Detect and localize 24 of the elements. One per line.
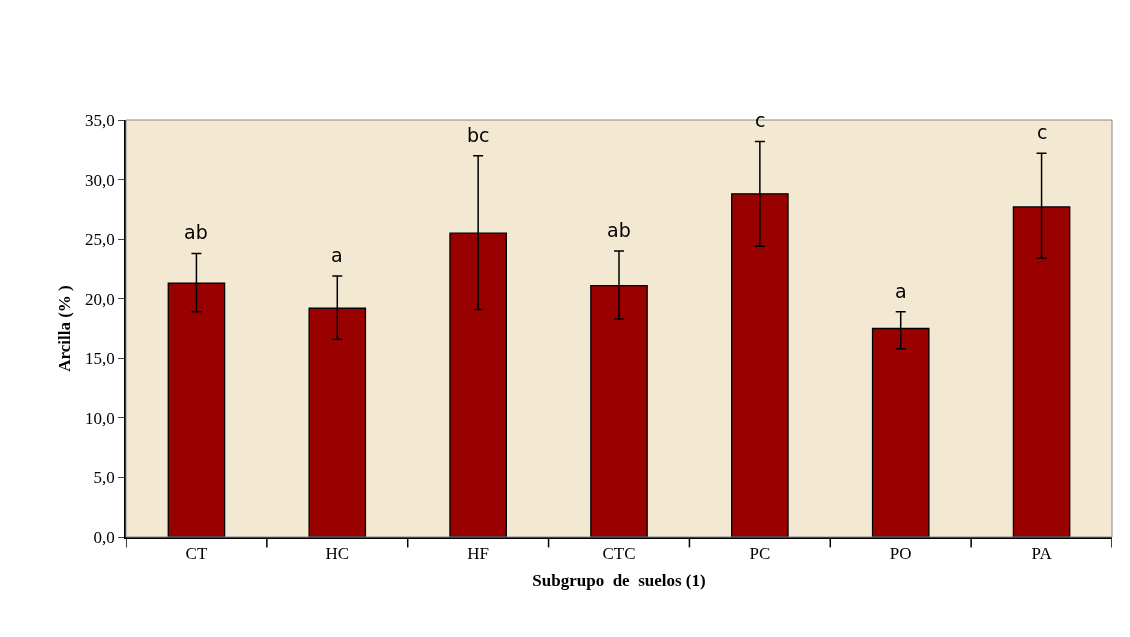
y-axis-title: Arcilla (% ): [55, 285, 75, 372]
y-tick-label: 0,0: [93, 527, 115, 547]
x-tick-label: HF: [467, 544, 490, 564]
y-tick-label: 10,0: [85, 408, 115, 428]
y-tick-label: 20,0: [85, 289, 115, 309]
y-tick-label: 30,0: [85, 170, 115, 190]
y-tick-label: 5,0: [93, 468, 115, 488]
x-tick-label: CT: [185, 544, 208, 564]
annotation: a: [331, 244, 343, 266]
x-tick-label: CTC: [602, 544, 636, 564]
x-tick-label: PA: [1031, 544, 1053, 564]
annotation: a: [895, 280, 907, 302]
x-tick-label: PC: [749, 544, 771, 564]
annotation: bc: [467, 124, 490, 146]
x-tick-label: HC: [325, 544, 350, 564]
x-tick-label: PO: [889, 544, 912, 564]
annotation: c: [1037, 121, 1048, 143]
annotation: ab: [184, 221, 208, 243]
annotation: ab: [607, 219, 631, 241]
y-tick-label: 35,0: [85, 110, 115, 130]
y-tick-label: 25,0: [85, 230, 115, 250]
y-tick-label: 15,0: [85, 349, 115, 369]
x-axis-title: Subgrupo de suelos (1): [532, 571, 706, 591]
annotation: c: [755, 109, 766, 131]
